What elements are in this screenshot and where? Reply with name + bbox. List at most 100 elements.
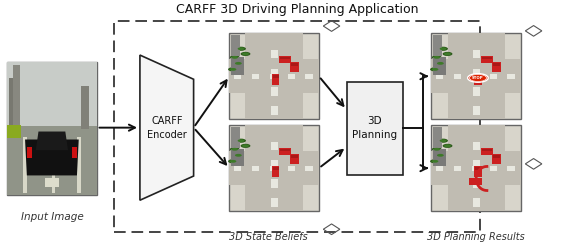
Bar	[473, 50, 480, 58]
Bar	[231, 35, 240, 56]
Bar	[492, 154, 501, 164]
Circle shape	[230, 68, 237, 71]
Bar	[482, 57, 492, 59]
Bar	[71, 148, 77, 158]
Bar	[273, 166, 280, 177]
Bar	[45, 178, 59, 188]
Bar	[7, 125, 20, 138]
Bar	[473, 179, 480, 188]
Bar	[270, 74, 277, 79]
Circle shape	[432, 68, 438, 71]
Bar	[472, 74, 479, 79]
Bar	[481, 148, 493, 155]
Bar	[278, 148, 291, 155]
Bar	[432, 33, 521, 119]
Bar	[473, 106, 480, 115]
Polygon shape	[25, 140, 79, 175]
Circle shape	[430, 159, 440, 163]
Text: 3D Planning Results: 3D Planning Results	[427, 232, 525, 242]
Polygon shape	[36, 132, 68, 150]
Bar	[270, 166, 277, 171]
Bar	[290, 62, 299, 72]
Circle shape	[444, 52, 451, 55]
Bar	[280, 149, 290, 151]
Bar	[270, 106, 278, 115]
Bar	[481, 56, 493, 63]
Bar	[433, 35, 442, 56]
Circle shape	[432, 55, 442, 60]
Circle shape	[242, 52, 249, 55]
Circle shape	[437, 154, 444, 157]
Bar	[288, 166, 295, 171]
Circle shape	[235, 154, 242, 157]
Text: CARFF 3D Driving Planning Application: CARFF 3D Driving Planning Application	[176, 3, 418, 16]
Bar	[436, 74, 443, 79]
Bar	[7, 62, 97, 196]
Bar	[508, 74, 514, 79]
Text: 3D State Beliefs: 3D State Beliefs	[229, 232, 308, 242]
Text: Input Image: Input Image	[20, 212, 84, 222]
Bar	[473, 160, 480, 169]
Circle shape	[236, 139, 246, 143]
Bar	[270, 88, 278, 96]
Bar	[280, 57, 290, 59]
Bar	[493, 63, 501, 66]
Circle shape	[432, 160, 438, 163]
Bar	[474, 166, 481, 177]
Bar	[433, 149, 446, 166]
Bar	[230, 125, 319, 211]
Bar	[252, 166, 259, 171]
Bar	[469, 178, 481, 185]
Bar	[278, 56, 291, 63]
Bar	[306, 166, 313, 171]
Bar	[432, 151, 521, 185]
Bar	[273, 167, 279, 170]
Bar	[7, 62, 97, 129]
Bar	[231, 149, 244, 166]
Bar	[473, 68, 480, 77]
Circle shape	[443, 52, 452, 56]
Bar	[77, 137, 81, 193]
Circle shape	[228, 159, 238, 163]
Bar	[245, 33, 303, 119]
Circle shape	[433, 56, 440, 59]
Circle shape	[236, 47, 246, 51]
Circle shape	[469, 74, 487, 82]
Bar	[230, 151, 319, 185]
Bar	[291, 63, 298, 66]
Bar	[52, 137, 56, 193]
Circle shape	[230, 160, 237, 163]
Bar	[7, 126, 97, 196]
Circle shape	[238, 47, 244, 50]
Bar	[270, 50, 278, 58]
Bar	[23, 137, 27, 193]
Bar	[433, 57, 446, 74]
Bar	[448, 33, 505, 119]
Circle shape	[238, 139, 244, 142]
Bar	[9, 78, 20, 129]
Bar	[433, 127, 442, 148]
Bar	[270, 198, 278, 207]
Circle shape	[235, 62, 242, 65]
Bar	[482, 149, 492, 151]
Bar	[270, 179, 278, 188]
Bar	[473, 198, 480, 207]
Bar	[290, 154, 299, 164]
Bar	[473, 142, 480, 150]
Bar	[432, 125, 521, 211]
Bar	[490, 74, 496, 79]
Bar	[13, 65, 20, 126]
Bar	[454, 74, 461, 79]
Text: 3D
Planning: 3D Planning	[352, 116, 397, 140]
Bar	[454, 166, 461, 171]
Bar	[490, 166, 496, 171]
Circle shape	[436, 153, 445, 157]
Bar	[234, 74, 241, 79]
Circle shape	[444, 144, 451, 147]
Circle shape	[230, 55, 240, 60]
Bar	[475, 167, 481, 170]
Circle shape	[228, 67, 238, 71]
Bar	[230, 33, 319, 119]
Bar	[493, 155, 501, 158]
Circle shape	[231, 56, 238, 59]
